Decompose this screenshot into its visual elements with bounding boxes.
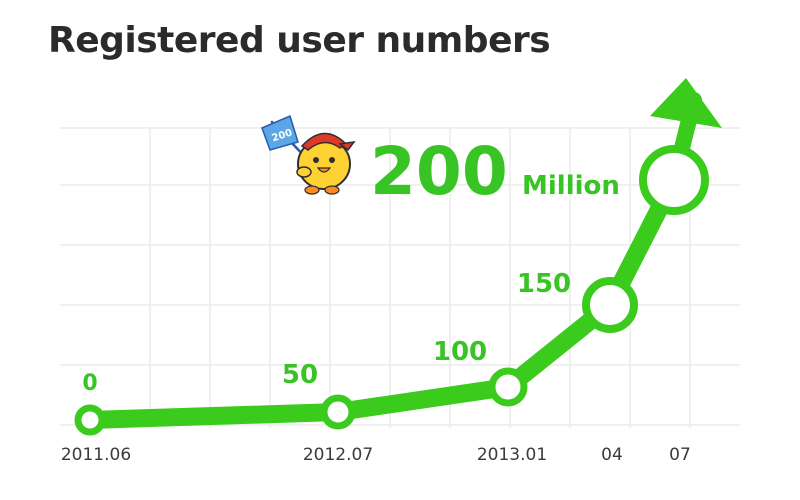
x-tick-label: 2012.07: [303, 445, 373, 465]
x-tick-label: 07: [669, 445, 691, 465]
headline-unit: Million: [522, 171, 620, 201]
chick-mascot-icon: 200: [261, 114, 356, 195]
data-label: 150: [517, 269, 571, 299]
x-tick-label: 2013.01: [477, 445, 547, 465]
data-point: [74, 404, 106, 436]
data-point: [582, 277, 638, 333]
data-point: [320, 394, 356, 430]
data-point: [639, 145, 709, 215]
x-tick-label: 2011.06: [61, 445, 131, 465]
trend-arrow-head: [650, 78, 722, 128]
x-axis-ticks: 2011.06 2012.07 2013.01 04 07: [61, 445, 691, 465]
data-label: 50: [282, 360, 318, 390]
chart-title: Registered user numbers: [48, 20, 551, 61]
data-labels: 0 50 100 150: [82, 269, 571, 396]
series-line: [74, 78, 722, 436]
data-label: 100: [433, 337, 487, 367]
x-tick-label: 04: [601, 445, 623, 465]
headline-value: 200: [370, 133, 508, 210]
data-point: [488, 367, 528, 407]
data-label: 0: [82, 371, 97, 396]
